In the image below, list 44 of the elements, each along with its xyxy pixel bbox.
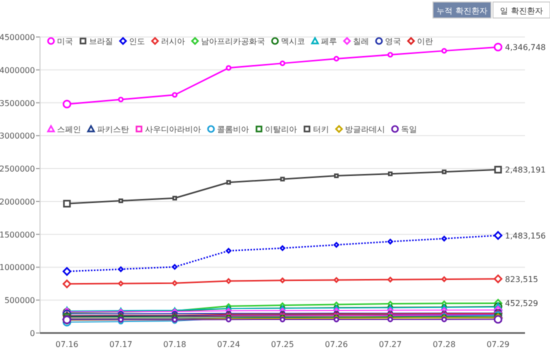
text: 누적 확진환자 (436, 6, 488, 16)
legend-label: 미국 (57, 37, 73, 46)
legend-label: 남아프리카공화국 (201, 37, 265, 46)
legend-label: 이탈리아 (265, 125, 297, 134)
y-tick-label: 0 (30, 329, 35, 338)
legend-label: 스페인 (57, 125, 81, 134)
y-tick-label: 2500000 (0, 164, 35, 174)
y-tick-label: 3500000 (0, 98, 35, 108)
legend-label: 브라질 (89, 37, 113, 46)
x-tick-label: 07.18 (163, 340, 186, 348)
legend-label: 터키 (313, 125, 329, 134)
data-label: 1,483,156 (505, 231, 546, 240)
data-label: 2,483,191 (505, 166, 546, 175)
legend-label: 영국 (385, 37, 401, 46)
x-tick-label: 07.26 (324, 340, 348, 348)
legend-label: 인도 (129, 37, 145, 46)
data-label: 4,346,748 (505, 43, 546, 52)
x-tick-label: 07.29 (486, 340, 510, 348)
y-tick-label: 2000000 (0, 197, 35, 206)
text: 일 확진환자 (500, 6, 543, 16)
legend-label: 독일 (401, 125, 417, 134)
x-tick-label: 07.25 (271, 340, 294, 348)
y-tick-label: 1500000 (0, 230, 35, 240)
y-tick-label: 3000000 (0, 132, 35, 141)
data-label: 452,529 (505, 299, 538, 308)
x-tick-label: 07.24 (217, 340, 240, 348)
x-tick-label: 07.28 (432, 340, 456, 348)
x-tick-label: 07.27 (378, 340, 402, 348)
legend-label: 페루 (321, 37, 337, 46)
x-tick-label: 07.17 (109, 340, 132, 348)
x-tick-label: 07.16 (55, 340, 78, 348)
legend-label: 파키스탄 (97, 125, 129, 134)
legend-label: 이란 (417, 37, 433, 46)
legend-label: 사우디아라비아 (145, 125, 201, 134)
y-tick-label: 4000000 (0, 66, 35, 75)
legend-label: 콜롬비아 (217, 125, 249, 134)
y-tick-label: 500000 (4, 296, 35, 306)
legend-label: 칠레 (353, 37, 369, 46)
legend-label: 방글라데시 (345, 125, 385, 134)
legend-label: 멕시코 (281, 37, 305, 46)
data-label: 823,515 (505, 274, 538, 284)
legend-label: 러시아 (161, 37, 185, 46)
y-tick-label: 4500000 (0, 33, 35, 42)
y-tick-label: 1000000 (0, 263, 35, 272)
